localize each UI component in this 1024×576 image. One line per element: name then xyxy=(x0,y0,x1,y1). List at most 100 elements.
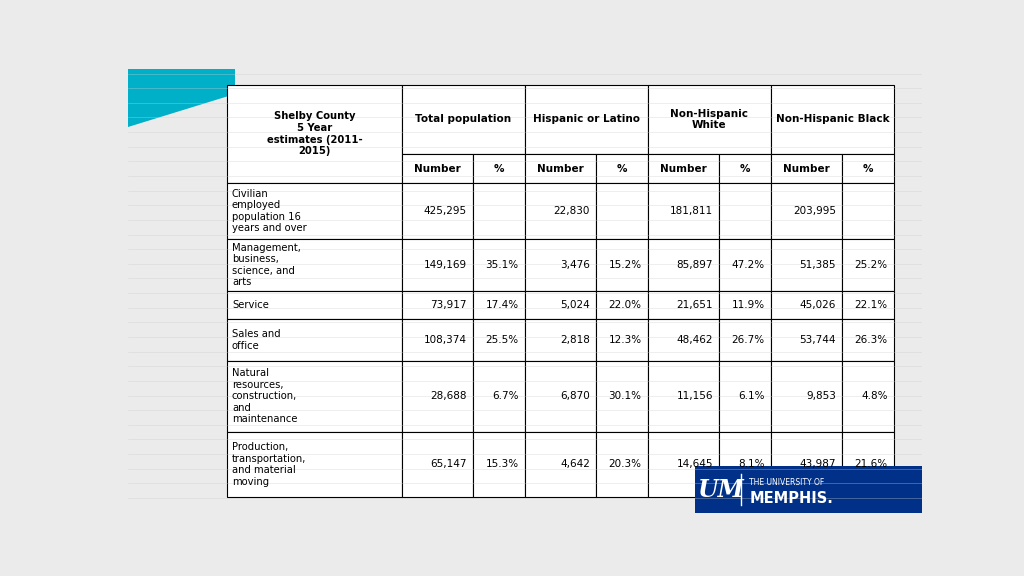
Bar xyxy=(596,154,648,183)
Text: Non-Hispanic Black: Non-Hispanic Black xyxy=(775,115,889,124)
Text: 26.3%: 26.3% xyxy=(854,335,888,345)
Text: 14,645: 14,645 xyxy=(677,460,713,469)
Text: 12.3%: 12.3% xyxy=(608,335,641,345)
Text: THE UNIVERSITY OF: THE UNIVERSITY OF xyxy=(750,478,824,487)
Text: 4.8%: 4.8% xyxy=(861,391,888,401)
Bar xyxy=(524,239,596,291)
Text: 149,169: 149,169 xyxy=(424,260,467,270)
Bar xyxy=(227,183,401,239)
Bar xyxy=(648,319,719,361)
Text: 11.9%: 11.9% xyxy=(731,300,765,310)
Polygon shape xyxy=(128,69,236,127)
Text: 108,374: 108,374 xyxy=(424,335,467,345)
Text: 17.4%: 17.4% xyxy=(485,300,518,310)
Bar xyxy=(719,361,771,431)
Text: 45,026: 45,026 xyxy=(800,300,836,310)
Text: 9,853: 9,853 xyxy=(806,391,836,401)
Bar xyxy=(842,154,894,183)
Bar xyxy=(401,154,473,183)
Bar xyxy=(842,239,894,291)
Bar xyxy=(524,183,596,239)
Text: 35.1%: 35.1% xyxy=(485,260,518,270)
Bar xyxy=(401,431,473,497)
Bar xyxy=(401,85,524,154)
Text: 30.1%: 30.1% xyxy=(608,391,641,401)
Text: 21,651: 21,651 xyxy=(677,300,713,310)
Bar xyxy=(473,239,524,291)
Bar xyxy=(771,154,842,183)
Bar xyxy=(473,361,524,431)
Text: 22.1%: 22.1% xyxy=(854,300,888,310)
Bar xyxy=(596,431,648,497)
Bar xyxy=(596,361,648,431)
Bar xyxy=(524,154,596,183)
Bar xyxy=(648,291,719,319)
Bar xyxy=(771,239,842,291)
Text: Number: Number xyxy=(660,164,707,173)
Bar xyxy=(524,431,596,497)
Bar xyxy=(401,239,473,291)
Bar xyxy=(473,183,524,239)
Text: 28,688: 28,688 xyxy=(430,391,467,401)
Text: 21.6%: 21.6% xyxy=(854,460,888,469)
Text: Hispanic or Latino: Hispanic or Latino xyxy=(532,115,640,124)
Bar xyxy=(842,431,894,497)
Bar xyxy=(473,154,524,183)
Text: 203,995: 203,995 xyxy=(793,206,836,216)
Bar xyxy=(842,183,894,239)
Text: %: % xyxy=(494,164,504,173)
Bar xyxy=(719,183,771,239)
Text: 11,156: 11,156 xyxy=(677,391,713,401)
Text: Total population: Total population xyxy=(416,115,511,124)
Text: Number: Number xyxy=(783,164,829,173)
Text: 25.2%: 25.2% xyxy=(854,260,888,270)
Bar xyxy=(648,361,719,431)
Bar xyxy=(401,183,473,239)
Bar xyxy=(648,431,719,497)
Text: 2,818: 2,818 xyxy=(560,335,590,345)
Bar xyxy=(596,183,648,239)
Text: Civilian
employed
population 16
years and over: Civilian employed population 16 years an… xyxy=(232,189,307,233)
Bar xyxy=(227,361,401,431)
Text: 65,147: 65,147 xyxy=(430,460,467,469)
Text: 6.7%: 6.7% xyxy=(492,391,518,401)
Bar xyxy=(648,85,771,154)
Text: 51,385: 51,385 xyxy=(800,260,836,270)
Bar xyxy=(401,319,473,361)
Text: Non-Hispanic
White: Non-Hispanic White xyxy=(671,109,749,130)
Text: 425,295: 425,295 xyxy=(424,206,467,216)
Text: 15.3%: 15.3% xyxy=(485,460,518,469)
Bar xyxy=(524,291,596,319)
Bar xyxy=(227,291,401,319)
Text: 48,462: 48,462 xyxy=(677,335,713,345)
Bar xyxy=(596,239,648,291)
Text: Number: Number xyxy=(538,164,584,173)
Text: Natural
resources,
construction,
and
maintenance: Natural resources, construction, and mai… xyxy=(232,368,297,425)
Bar xyxy=(648,183,719,239)
Bar xyxy=(227,239,401,291)
Bar xyxy=(719,239,771,291)
Text: UM: UM xyxy=(697,478,744,502)
Text: Sales and
office: Sales and office xyxy=(232,329,281,351)
Text: Management,
business,
science, and
arts: Management, business, science, and arts xyxy=(232,242,301,287)
Bar xyxy=(771,319,842,361)
Text: 4,642: 4,642 xyxy=(560,460,590,469)
Bar xyxy=(719,431,771,497)
Text: 22,830: 22,830 xyxy=(554,206,590,216)
Bar xyxy=(771,85,894,154)
Bar xyxy=(842,291,894,319)
Text: 8.1%: 8.1% xyxy=(738,460,765,469)
Bar xyxy=(473,319,524,361)
Bar xyxy=(227,431,401,497)
Text: 53,744: 53,744 xyxy=(800,335,836,345)
Text: Number: Number xyxy=(414,164,461,173)
Bar xyxy=(473,431,524,497)
Bar xyxy=(842,319,894,361)
Text: MEMPHIS.: MEMPHIS. xyxy=(750,491,834,506)
Bar xyxy=(771,291,842,319)
Bar xyxy=(771,361,842,431)
Bar xyxy=(771,431,842,497)
Text: 85,897: 85,897 xyxy=(677,260,713,270)
Bar xyxy=(596,319,648,361)
Bar xyxy=(524,361,596,431)
